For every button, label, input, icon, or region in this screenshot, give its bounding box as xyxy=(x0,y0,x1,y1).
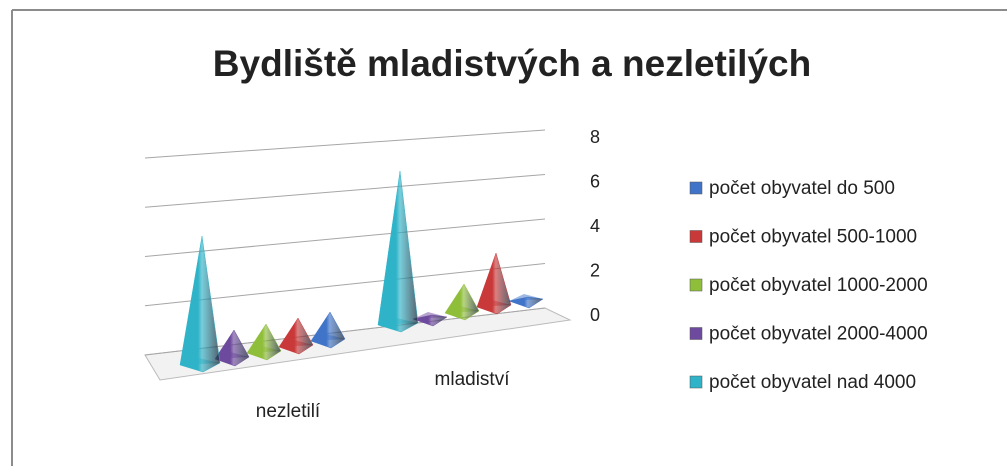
chart-title: Bydliště mladistvých a nezletilých xyxy=(213,43,811,84)
grid-line xyxy=(144,129,546,159)
pyramid xyxy=(179,235,221,373)
pyramid xyxy=(278,317,314,355)
legend-label: počet obyvatel do 500 xyxy=(709,178,895,199)
pyramid xyxy=(310,311,346,349)
pyramid xyxy=(476,252,512,315)
pyramid xyxy=(214,329,250,367)
legend-label: počet obyvatel 2000-4000 xyxy=(709,324,928,345)
y-tick-label: 4 xyxy=(590,216,600,236)
grid-line xyxy=(144,263,546,307)
pyramid xyxy=(444,283,480,321)
legend-swatch xyxy=(689,230,703,243)
x-tick-label: nezletilí xyxy=(256,401,321,422)
pyramid xyxy=(377,170,419,333)
y-tick-label: 2 xyxy=(590,260,600,280)
legend-swatch xyxy=(689,375,703,389)
grid-line xyxy=(144,174,546,208)
legend-swatch xyxy=(689,278,703,292)
legend-label: počet obyvatel 500-1000 xyxy=(709,227,917,248)
grid-line xyxy=(144,218,546,257)
pyramid xyxy=(508,296,544,309)
x-tick-label: mladiství xyxy=(435,369,511,390)
pyramid xyxy=(246,323,282,361)
y-tick-label: 8 xyxy=(590,127,600,147)
legend-swatch xyxy=(689,327,703,340)
legend-label: počet obyvatel 1000-2000 xyxy=(709,275,928,296)
legend-label: počet obyvatel nad 4000 xyxy=(709,372,916,393)
pyramid xyxy=(412,314,448,327)
legend-swatch xyxy=(689,181,703,195)
y-tick-label: 6 xyxy=(590,171,600,191)
y-tick-label: 0 xyxy=(590,305,600,325)
